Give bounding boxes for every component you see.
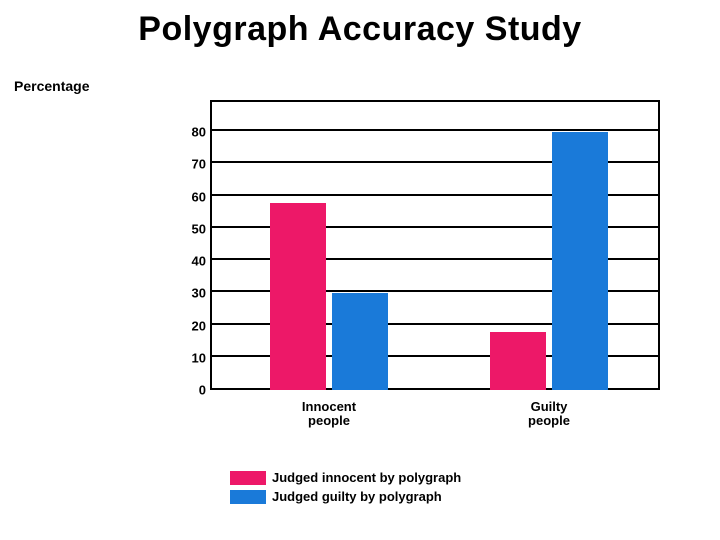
y-axis-label: Percentage (14, 78, 89, 94)
bar (490, 332, 546, 390)
y-tick-label: 20 (180, 318, 206, 333)
x-category-label: Innocentpeople (270, 400, 388, 429)
bar (270, 203, 326, 390)
y-tick-label: 70 (180, 157, 206, 172)
legend-item: Judged guilty by polygraph (230, 489, 461, 504)
chart-area: 01020304050607080 InnocentpeopleGuiltype… (180, 100, 660, 410)
legend-item: Judged innocent by polygraph (230, 470, 461, 485)
legend: Judged innocent by polygraph Judged guil… (230, 470, 461, 508)
y-tick-label: 10 (180, 350, 206, 365)
bars-layer (210, 100, 660, 390)
y-tick-label: 80 (180, 125, 206, 140)
bar (552, 132, 608, 390)
chart-page: Polygraph Accuracy Study Percentage 0 10 2… (0, 0, 720, 540)
x-category-label: Guiltypeople (490, 400, 608, 429)
y-tick-label: 50 (180, 221, 206, 236)
legend-swatch (230, 471, 266, 485)
y-tick-label: 0 (180, 383, 206, 398)
legend-swatch (230, 490, 266, 504)
y-tick-label: 30 (180, 286, 206, 301)
y-tick-label: 40 (180, 254, 206, 269)
y-tick-label: 60 (180, 189, 206, 204)
legend-label: Judged guilty by polygraph (272, 489, 442, 504)
bar (332, 293, 388, 390)
chart-title: Polygraph Accuracy Study (0, 10, 720, 49)
legend-label: Judged innocent by polygraph (272, 470, 461, 485)
